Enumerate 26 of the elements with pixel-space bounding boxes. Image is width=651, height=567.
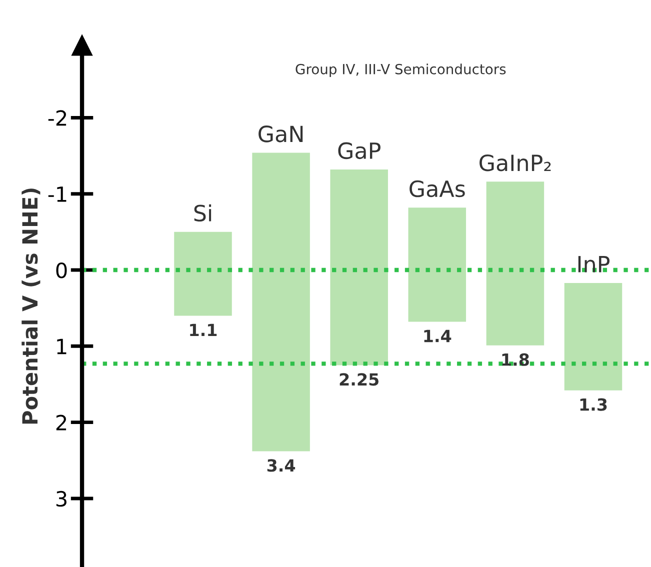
y-axis-title: Potential V (vs NHE) (22, 188, 40, 424)
annotation: 1.8 (502, 353, 529, 366)
bar (174, 232, 232, 316)
y-tick-label: 0 (56, 262, 67, 278)
y-tick-label: -2 (48, 110, 66, 126)
bar (252, 152, 310, 452)
text: Group IV, III-V Semiconductors (296, 64, 506, 78)
annotation: 3.4 (267, 459, 296, 472)
bar (408, 208, 466, 322)
x-tick-label: GaP (338, 142, 380, 160)
annotation: 1.4 (424, 330, 452, 342)
bar (564, 282, 622, 390)
y-tick-label: 1 (57, 338, 66, 354)
x-tick-label: Si (194, 204, 212, 222)
x-tick-label: GaInP₂ (480, 154, 551, 172)
annotation: 1.3 (580, 398, 607, 411)
x-tick-label: InP (578, 256, 610, 272)
annotation: 2.25 (340, 373, 378, 386)
y-tick-label: -1 (48, 186, 66, 202)
y-tick-label: 2 (56, 414, 66, 430)
y-tick-label: 3 (56, 490, 66, 507)
x-tick-label: GaN (258, 126, 303, 142)
annotation: 1.1 (190, 324, 217, 336)
x-tick-label: GaAs (410, 180, 465, 198)
bar (486, 182, 544, 346)
bar (330, 169, 388, 366)
